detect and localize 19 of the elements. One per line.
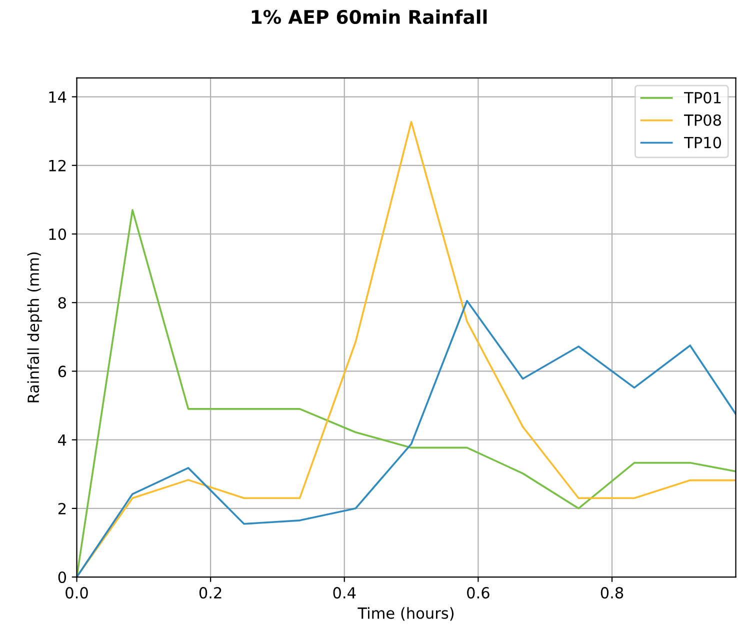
chart-title: 1% AEP 60min Rainfall — [252, 10, 487, 24]
x-axis-title: Time (hours) — [358, 607, 454, 621]
y-axis-title: Rainfall depth (mm) — [27, 252, 42, 402]
legend-label: TP10 — [684, 136, 722, 148]
x-tick-label: 0.4 — [333, 587, 356, 599]
legend-label: TP08 — [684, 114, 721, 126]
y-tick-label: 4 — [58, 434, 66, 446]
x-tick-label: 0.8 — [600, 587, 624, 599]
y-tick-label: 8 — [58, 297, 66, 309]
x-tick-label: 0.2 — [199, 587, 222, 599]
y-tick-label: 2 — [58, 502, 66, 514]
y-tick-label: 10 — [49, 228, 66, 240]
x-tick-label: 0.0 — [66, 587, 88, 599]
y-tick-label: 0 — [58, 571, 66, 584]
y-tick-label: 14 — [49, 91, 66, 103]
x-tick-label: 0.6 — [467, 587, 490, 599]
legend-label: TP01 — [684, 92, 721, 104]
y-tick-label: 6 — [58, 366, 66, 378]
y-tick-label: 12 — [49, 160, 66, 172]
